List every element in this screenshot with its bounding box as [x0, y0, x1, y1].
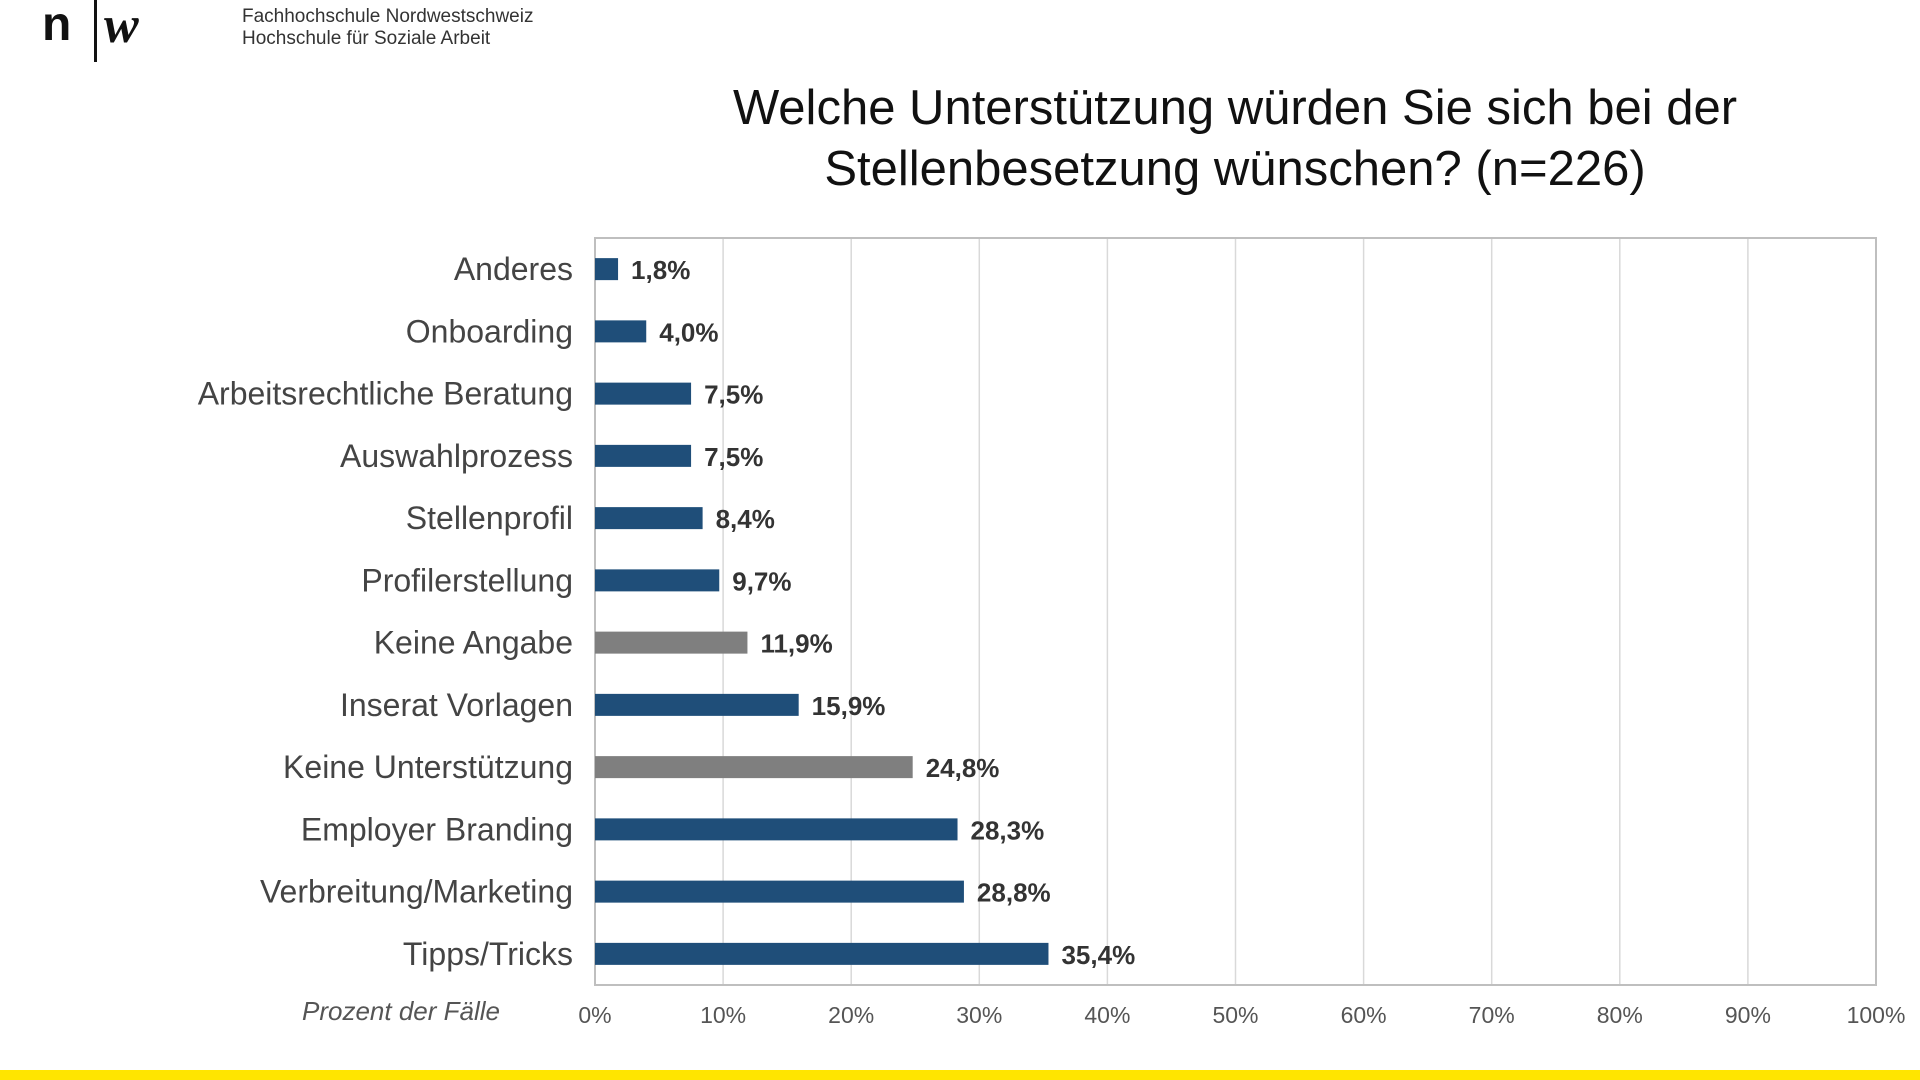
data-label: 28,3% [971, 815, 1045, 845]
svg-text:n: n [42, 0, 71, 51]
category-label: Profilerstellung [361, 562, 573, 598]
x-tick-label: 70% [1469, 1002, 1515, 1028]
svg-text:w: w [104, 0, 139, 54]
data-label: 8,4% [716, 504, 775, 534]
value-labels: 1,8% 4,0% 7,5% 7,5% 8,4% 9,7% 11,9% 15,9% 24,8% 2… [631, 255, 1135, 970]
category-labels: Anderes Onboarding Arbeitsrechtliche Berat… [198, 251, 573, 972]
category-label: Anderes [454, 251, 573, 287]
data-label: 15,9% [812, 691, 886, 721]
category-label: Stellenprofil [406, 500, 573, 536]
bars [595, 258, 1049, 965]
bar [595, 507, 703, 530]
institution-name: Fachhochschule Nordwestschweiz Hochschul… [242, 6, 533, 50]
x-tick-label: 60% [1341, 1002, 1387, 1028]
category-label: Inserat Vorlagen [340, 687, 573, 723]
x-tick-label: 50% [1212, 1002, 1258, 1028]
plot-frame [594, 237, 1877, 986]
x-tick-label: 80% [1597, 1002, 1643, 1028]
x-tick-label: 90% [1725, 1002, 1771, 1028]
x-tick-label: 10% [700, 1002, 746, 1028]
data-label: 28,8% [977, 878, 1051, 908]
bar [595, 756, 913, 779]
bar [595, 942, 1049, 965]
data-label: 7,5% [704, 380, 763, 410]
bar [595, 444, 692, 467]
chart-title: Welche Unterstützung würden Sie sich bei… [640, 78, 1830, 200]
x-tick-label: 0% [578, 1002, 611, 1028]
x-axis-label: Prozent der Fälle [302, 996, 500, 1026]
category-label: Onboarding [406, 313, 573, 349]
data-label: 1,8% [631, 255, 690, 285]
bar [595, 880, 964, 903]
data-label: 9,7% [732, 566, 791, 596]
x-tick-label: 30% [956, 1002, 1002, 1028]
data-label: 7,5% [704, 442, 763, 472]
chart-title-line-1: Welche Unterstützung würden Sie sich bei… [732, 81, 1738, 135]
x-tick-label: 100% [1847, 1002, 1906, 1028]
bar [595, 258, 619, 281]
category-label: Auswahlprozess [340, 438, 573, 474]
bar [595, 382, 692, 405]
bar [595, 320, 647, 343]
data-label: 11,9% [760, 629, 832, 659]
institution-line-1: Fachhochschule Nordwestschweiz [242, 6, 534, 27]
bar [595, 693, 799, 716]
fhnw-logo-mark: n w [42, 0, 139, 62]
x-tick-labels: 0% 10% 20% 30% 40% 50% 60% 70% 80% 90% 100% [578, 1002, 1905, 1028]
bar [595, 569, 720, 592]
x-tick-label: 40% [1084, 1002, 1130, 1028]
category-label: Tipps/Tricks [403, 936, 573, 972]
category-label: Keine Unterstützung [283, 749, 573, 785]
category-label: Employer Branding [301, 811, 573, 847]
institution-line-2: Hochschule für Soziale Arbeit [242, 28, 491, 49]
category-label: Arbeitsrechtliche Beratung [198, 376, 573, 412]
data-label: 35,4% [1061, 940, 1135, 970]
bar [595, 631, 748, 654]
category-label: Verbreitung/Marketing [260, 874, 573, 910]
category-label: Keine Angabe [374, 625, 573, 661]
bottom-accent-bar [0, 1070, 1920, 1080]
bar [595, 818, 958, 841]
data-label: 24,8% [926, 753, 1000, 783]
chart-title-line-2: Stellenbesetzung wünschen? (n=226) [824, 142, 1646, 196]
grid-lines [722, 238, 1749, 985]
data-label: 4,0% [659, 317, 718, 347]
x-tick-label: 20% [828, 1002, 874, 1028]
